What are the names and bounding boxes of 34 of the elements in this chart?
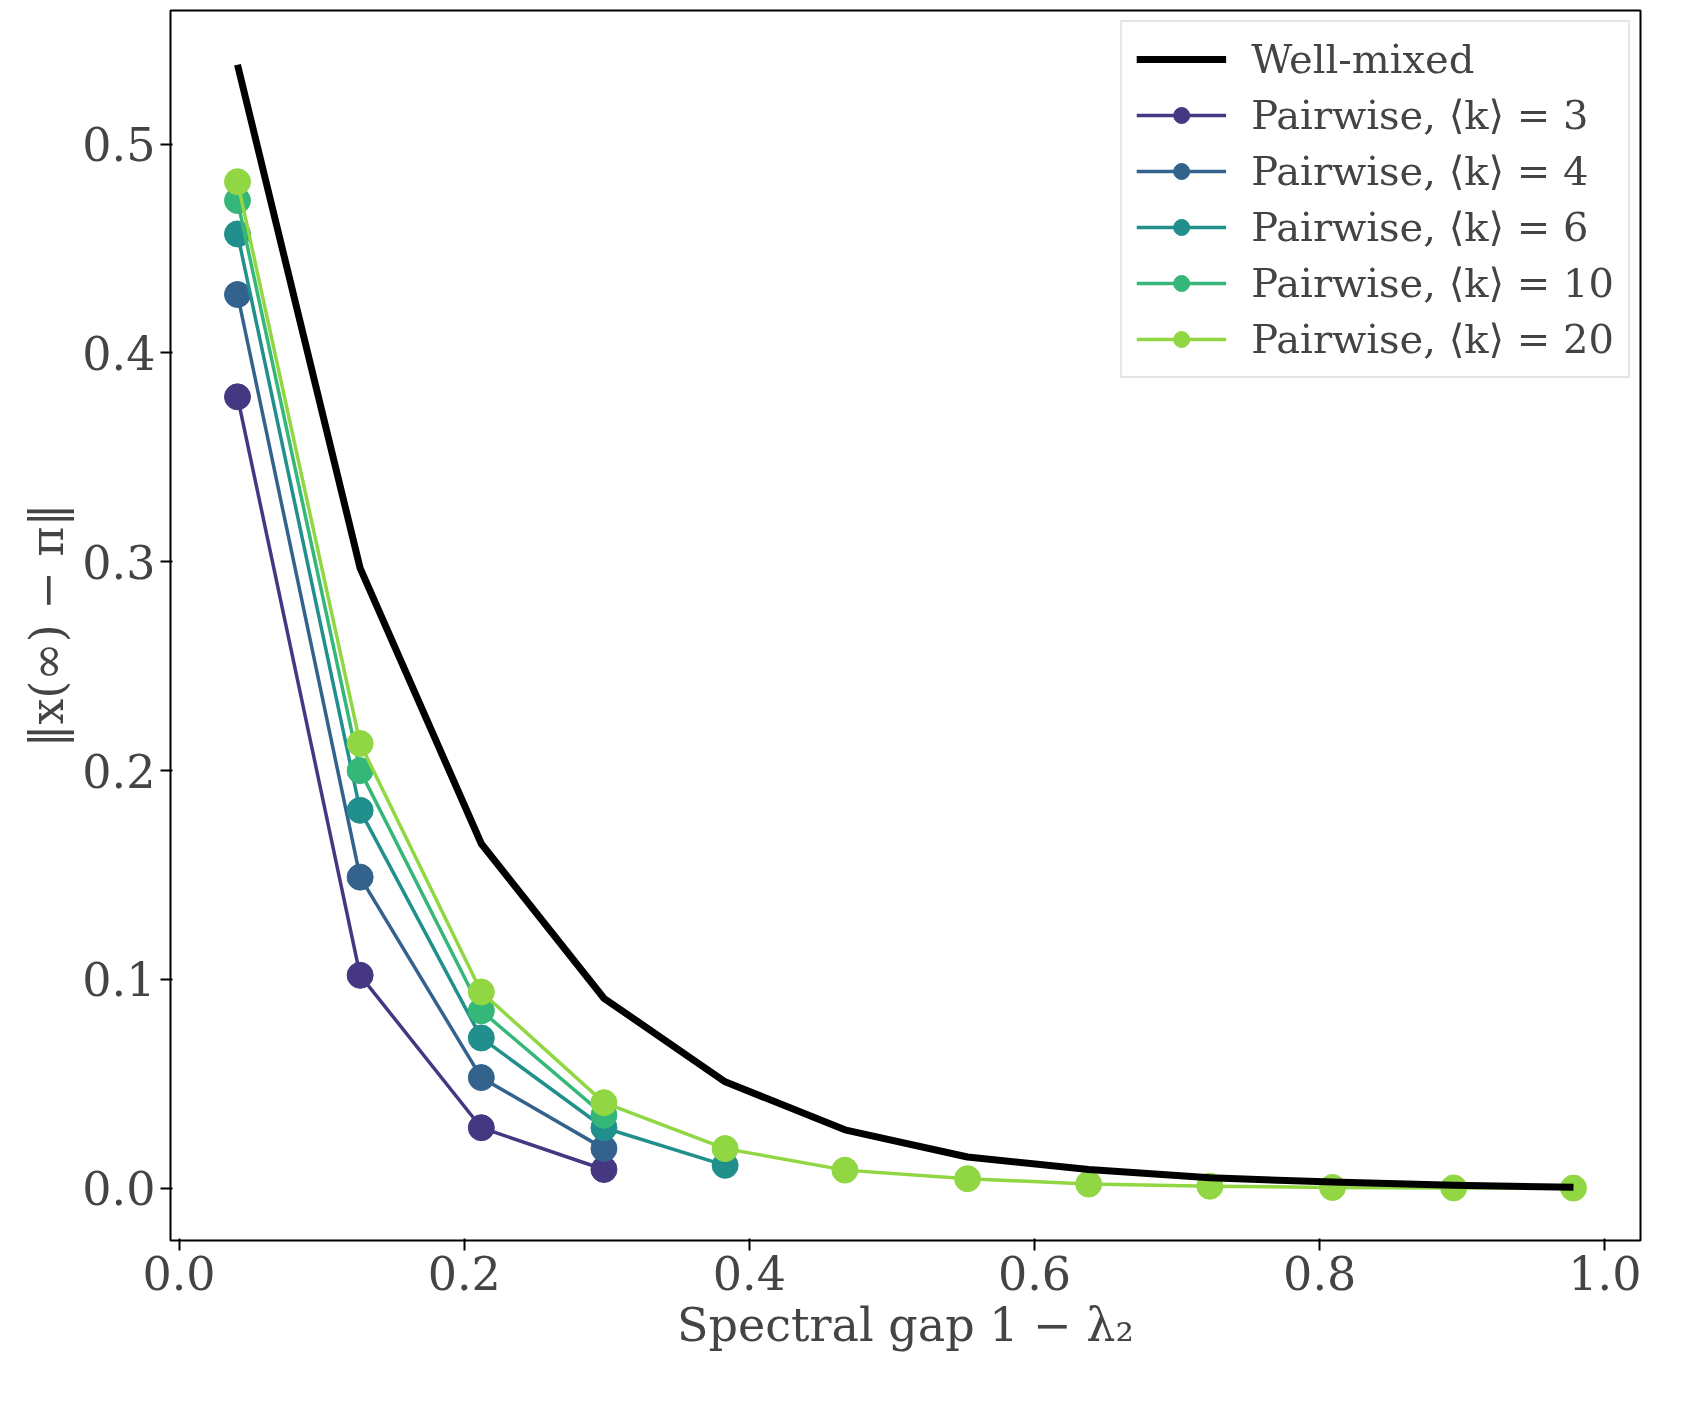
y-tick-label: 0.0 — [82, 1162, 156, 1217]
point — [954, 1165, 982, 1193]
legend-label: Pairwise, ⟨k⟩ = 10 — [1251, 260, 1614, 306]
legend-label: Pairwise, ⟨k⟩ = 6 — [1251, 204, 1589, 250]
legend-label: Pairwise, ⟨k⟩ = 4 — [1251, 148, 1589, 194]
point — [467, 1064, 495, 1092]
point — [346, 796, 374, 824]
y-tick-label: 0.4 — [82, 326, 156, 381]
point — [590, 1089, 618, 1117]
point — [467, 978, 495, 1006]
point — [346, 863, 374, 891]
point — [346, 730, 374, 757]
x-tick-label: 1.0 — [1568, 1246, 1642, 1301]
point — [346, 961, 374, 989]
y-tick-label: 0.2 — [82, 744, 156, 799]
point — [1075, 1170, 1103, 1198]
x-tick-label: 0.0 — [142, 1246, 216, 1301]
x-tick-label: 0.8 — [1283, 1246, 1357, 1301]
point — [224, 383, 252, 411]
point — [711, 1135, 739, 1163]
point — [224, 168, 252, 196]
point — [224, 281, 252, 308]
legend-label: Pairwise, ⟨k⟩ = 3 — [1251, 92, 1589, 138]
y-axis-title: ‖x(∞) − π‖ — [20, 503, 75, 748]
point — [467, 1024, 495, 1052]
y-tick-label: 0.5 — [82, 118, 156, 173]
y-tick-label: 0.3 — [82, 535, 156, 590]
point — [467, 1114, 495, 1142]
legend-label: Pairwise, ⟨k⟩ = 20 — [1251, 316, 1614, 362]
y-tick-label: 0.1 — [82, 953, 156, 1008]
point — [831, 1156, 859, 1184]
legend-label: Well-mixed — [1251, 36, 1475, 82]
x-tick-label: 0.2 — [427, 1246, 501, 1301]
point — [346, 757, 374, 785]
